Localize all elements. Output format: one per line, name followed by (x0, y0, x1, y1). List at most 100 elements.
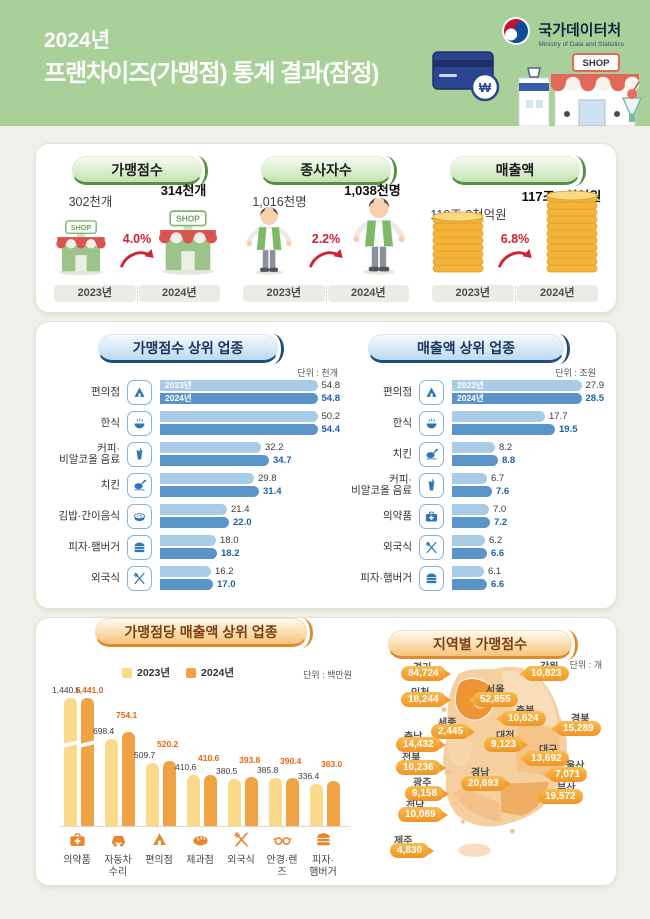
prev-year-label: 2023년 (54, 285, 136, 302)
bar-line: 31.4 (160, 486, 340, 497)
chart-title-pill: 가맹점수 상위 업종 (98, 334, 284, 364)
region-name-제주: 제주 (394, 836, 413, 847)
header-banner: 2024년 프랜차이즈(가맹점) 통계 결과(잠정) 국가데이터처 Minist… (0, 0, 650, 126)
bar-line: 6.7 (452, 473, 604, 484)
bar-line: 17.0 (160, 579, 340, 590)
legend-label-2023: 2023년 (137, 667, 171, 679)
value-label: 18.0 (220, 535, 239, 546)
value-label: 7.2 (494, 517, 508, 528)
region-name-경남: 경남 (471, 768, 490, 779)
category-label: 커피· 비알코올 음료 (59, 441, 120, 466)
category-label: 치킨 (392, 447, 412, 460)
bar-2024년: 2024년 (160, 393, 318, 404)
bar-line: 6.1 (452, 566, 604, 577)
cup-icon (419, 473, 444, 498)
category-label: 외국식 (91, 571, 120, 584)
map-title-pill: 지역별 가맹점수 (388, 630, 578, 660)
region-value-인천: 18,244 (401, 692, 451, 707)
store-icon (139, 830, 179, 854)
value-label: 6.1 (488, 566, 502, 577)
region-value-세종: 2,445 (431, 724, 476, 739)
svg-text:SHOP: SHOP (583, 58, 611, 69)
bar-pair: 32.2 34.7 (160, 442, 340, 468)
year-separator (137, 286, 138, 301)
series-inline-label: 2024년 (165, 393, 192, 403)
chart-row-1: 한식 17.7 19.5 (342, 410, 604, 437)
bar-2023년 (160, 442, 261, 453)
legend-label-2024: 2024년 (201, 667, 235, 679)
chart-title-pill: 가맹점당 매출액 상위 업종 (95, 618, 313, 648)
year-separator (515, 286, 516, 301)
bar-line: 21.4 (160, 504, 340, 515)
stat-title-pill: 종사자수 (261, 156, 397, 186)
bar-2024년: 2024년 (452, 393, 582, 404)
bowl-icon (127, 411, 152, 436)
bar-line: 19.5 (452, 424, 604, 435)
chart-row-0: 편의점 2023년 27.9 2024년 28.5 (342, 379, 604, 406)
category-label: 김밥·간이음식 (58, 509, 120, 522)
burger-icon (303, 830, 343, 854)
region-value-충남: 14,432 (396, 737, 446, 752)
region-value-경북: 15,289 (551, 721, 601, 736)
bar-pair: 2023년 27.9 2024년 28.5 (452, 380, 604, 406)
value-label: 28.5 (585, 393, 605, 404)
bar-2023년 (452, 504, 489, 515)
agency-name: 국가데이터처 (538, 22, 622, 39)
prev-year-value: 302천개 (68, 195, 113, 209)
unit-label: 단위 : 백만원 (303, 670, 352, 680)
chart-row-6: 피자·햄버거 6.1 6.6 (342, 565, 604, 592)
regional-map-panel: 지역별 가맹점수 단위 : 개 경기84,724강원10,823인천18,244… (356, 618, 608, 885)
prev-year-label: 2023년 (243, 285, 325, 302)
bar-line: 22.0 (160, 517, 340, 528)
growth-arrow-icon (497, 246, 533, 275)
page-title: 프랜차이즈(가맹점) 통계 결과(잠정) (44, 60, 379, 87)
bar-pair: 6.2 6.6 (452, 535, 604, 561)
bar-2023년 (160, 411, 318, 422)
region-value-대구: 13,692 (519, 751, 569, 766)
bar-2024년 (160, 455, 269, 466)
series-inline-label: 2023년 (457, 380, 484, 390)
svg-text:₩: ₩ (479, 80, 492, 95)
stat-title: 가맹점수 (111, 161, 163, 178)
coins-illustration-2024 (544, 186, 600, 280)
store-icon (419, 380, 444, 405)
category-2: 편의점 (139, 830, 179, 867)
curr-year-value: 314천개 (160, 183, 207, 198)
bar-2024년 (327, 781, 340, 826)
growth-percent: 2.2% (311, 232, 341, 246)
value-label: 7.6 (496, 486, 510, 497)
cutlery-icon (221, 830, 261, 854)
bar-2023년 (160, 535, 216, 546)
axis-break-mark (79, 739, 96, 748)
bar-2023년 (146, 763, 159, 826)
storefront-illustration: ₩ SHOP (432, 51, 642, 126)
medkit-icon (419, 504, 444, 529)
shop-illustration-2023: SHOP (52, 220, 110, 280)
year-axis-labels: 2023년 2024년 (54, 285, 220, 302)
per-store-sales-chart: 가맹점당 매출액 상위 업종 2023년 2024년 단위 : 백만원 1,44… (50, 618, 352, 885)
bar-2023년 (452, 473, 487, 484)
bar-line: 16.2 (160, 566, 340, 577)
bar-line: 2023년 54.8 (160, 380, 340, 391)
bar-pair: 6.1 6.6 (452, 566, 604, 592)
bar-pair: 7.0 7.2 (452, 504, 604, 530)
cutlery-icon (419, 535, 444, 560)
bar-line: 7.2 (452, 517, 604, 528)
taegeuk-emblem-icon (501, 16, 531, 51)
bar-line: 18.0 (160, 535, 340, 546)
value-label: 393.8 (239, 755, 261, 765)
chart-row-6: 외국식 16.2 17.0 (50, 565, 340, 592)
legend-swatch-2023 (122, 667, 132, 678)
bar-2023년 (160, 504, 227, 515)
value-label: 17.7 (549, 411, 568, 422)
bar-2024년 (122, 732, 135, 826)
value-label: 16.2 (215, 566, 234, 577)
category-1: 자동차 수리 (98, 830, 138, 878)
region-value-부산: 19,572 (533, 789, 583, 804)
bar-2024년 (452, 579, 487, 590)
value-label: 1,441.0 (75, 685, 104, 695)
chart-row-5: 외국식 6.2 6.6 (342, 534, 604, 561)
bar-line: 6.2 (452, 535, 604, 546)
header-year: 2024년 (44, 29, 111, 52)
